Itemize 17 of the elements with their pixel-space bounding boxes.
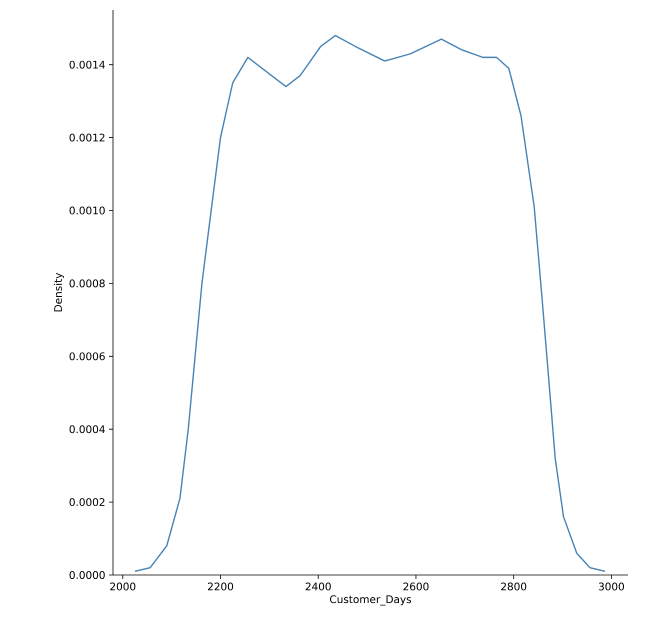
y-tick-label: 0.0006	[70, 352, 105, 360]
x-tick-label: 2000	[110, 582, 136, 590]
line-series	[134, 34, 606, 572]
x-tick-label: 3000	[598, 582, 624, 590]
y-tick-label: 0.0004	[70, 425, 105, 434]
y-tick-label: 0.0002	[70, 498, 104, 506]
y-axis-title: Density	[54, 272, 64, 312]
y-tick-label: 0.0014	[70, 60, 105, 69]
x-axis-title: Customer_Days	[330, 595, 412, 606]
y-tick-label: 0.0000	[70, 571, 105, 579]
x-tick-label: 2400	[306, 582, 331, 590]
y-tick-label: 0.0012	[70, 134, 104, 142]
x-tick-label: 2200	[208, 582, 234, 590]
x-tick-label: 2600	[403, 582, 429, 590]
y-tick-label: 0.0008	[70, 279, 105, 288]
y-tick-label: 0.0010	[70, 206, 105, 214]
x-tick-label: 2800	[501, 582, 526, 590]
